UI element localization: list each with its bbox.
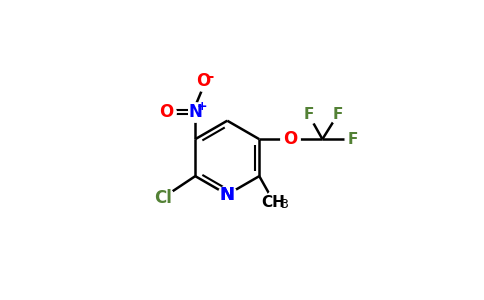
Text: N: N <box>188 103 202 121</box>
Text: +: + <box>197 100 208 113</box>
Text: N: N <box>220 186 235 204</box>
Text: O: O <box>159 103 173 121</box>
Text: 3: 3 <box>280 198 288 211</box>
Text: F: F <box>303 107 314 122</box>
Text: O: O <box>196 72 210 90</box>
Text: F: F <box>333 107 343 122</box>
Text: O: O <box>283 130 297 148</box>
Text: -: - <box>208 68 214 83</box>
Text: CH: CH <box>261 195 285 210</box>
Text: Cl: Cl <box>154 189 172 207</box>
Text: N: N <box>220 186 235 204</box>
Text: F: F <box>348 132 358 147</box>
